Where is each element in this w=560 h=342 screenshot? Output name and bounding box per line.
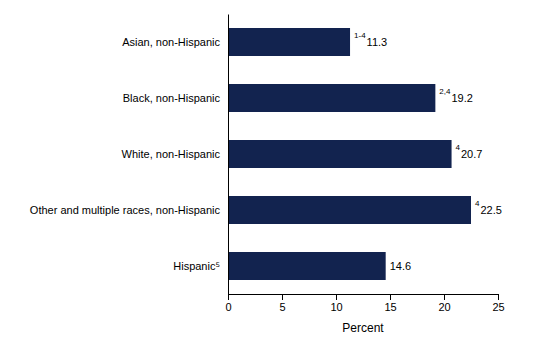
x-tick-mark xyxy=(228,294,229,300)
x-tick: 10 xyxy=(330,294,342,313)
plot: 0 5 10 15 20 25 Asian, non-Hispanic Black, non-… xyxy=(30,15,505,313)
data-label: 22.5 xyxy=(480,204,501,216)
x-tick-label: 0 xyxy=(225,301,231,313)
x-tick: 25 xyxy=(492,294,504,313)
bars xyxy=(228,28,471,280)
y-tick-label: Asian, non-Hispanic xyxy=(122,36,220,48)
x-tick: 0 xyxy=(225,294,231,313)
x-axis-title: Percent xyxy=(342,321,384,335)
x-tick-mark xyxy=(444,294,445,300)
y-axis: Asian, non-Hispanic Black, non-Hispanic Wh… xyxy=(30,15,229,295)
data-label: 14.6 xyxy=(390,260,411,272)
y-tick-label: Hispanic⁵ xyxy=(173,260,220,272)
bar xyxy=(228,196,471,224)
y-tick: White, non-Hispanic xyxy=(122,148,221,160)
data-label: 20.7 xyxy=(461,148,482,160)
bar xyxy=(228,84,435,112)
data-label: 19.2 xyxy=(451,92,472,104)
data-labels: 1-411.32,419.2420.7422.514.6 xyxy=(354,31,502,272)
x-axis-line xyxy=(229,295,499,301)
x-tick-label: 10 xyxy=(330,301,342,313)
bar xyxy=(228,28,350,56)
data-label-superscript: 2,4 xyxy=(439,87,451,96)
x-tick: 20 xyxy=(438,294,450,313)
x-tick-label: 5 xyxy=(279,301,285,313)
y-axis-line xyxy=(228,15,229,295)
data-label: 11.3 xyxy=(367,36,388,48)
data-label-superscript: 1-4 xyxy=(354,31,366,40)
y-tick-label: White, non-Hispanic xyxy=(122,148,221,160)
y-tick: Black, non-Hispanic xyxy=(123,92,221,104)
x-tick-label: 15 xyxy=(384,301,396,313)
x-tick: 5 xyxy=(279,294,285,313)
data-label-superscript: 4 xyxy=(475,199,480,208)
x-tick-mark xyxy=(390,294,391,300)
y-tick: Asian, non-Hispanic xyxy=(122,36,220,48)
y-tick-label: Black, non-Hispanic xyxy=(123,92,221,104)
x-tick-mark xyxy=(336,294,337,300)
x-axis: 0 5 10 15 20 25 xyxy=(225,294,504,313)
chart: 0 5 10 15 20 25 Asian, non-Hispanic Black, non-… xyxy=(0,0,560,342)
x-tick-mark xyxy=(282,294,283,300)
x-tick: 15 xyxy=(384,294,396,313)
x-tick-label: 20 xyxy=(438,301,450,313)
x-tick-mark xyxy=(498,294,499,300)
x-tick-label: 25 xyxy=(492,301,504,313)
y-tick-label: Other and multiple races, non-Hispanic xyxy=(30,204,221,216)
y-tick: Hispanic⁵ xyxy=(173,260,220,272)
bar xyxy=(228,252,386,280)
y-tick: Other and multiple races, non-Hispanic xyxy=(30,204,221,216)
data-label-superscript: 4 xyxy=(456,143,461,152)
bar xyxy=(228,140,452,168)
